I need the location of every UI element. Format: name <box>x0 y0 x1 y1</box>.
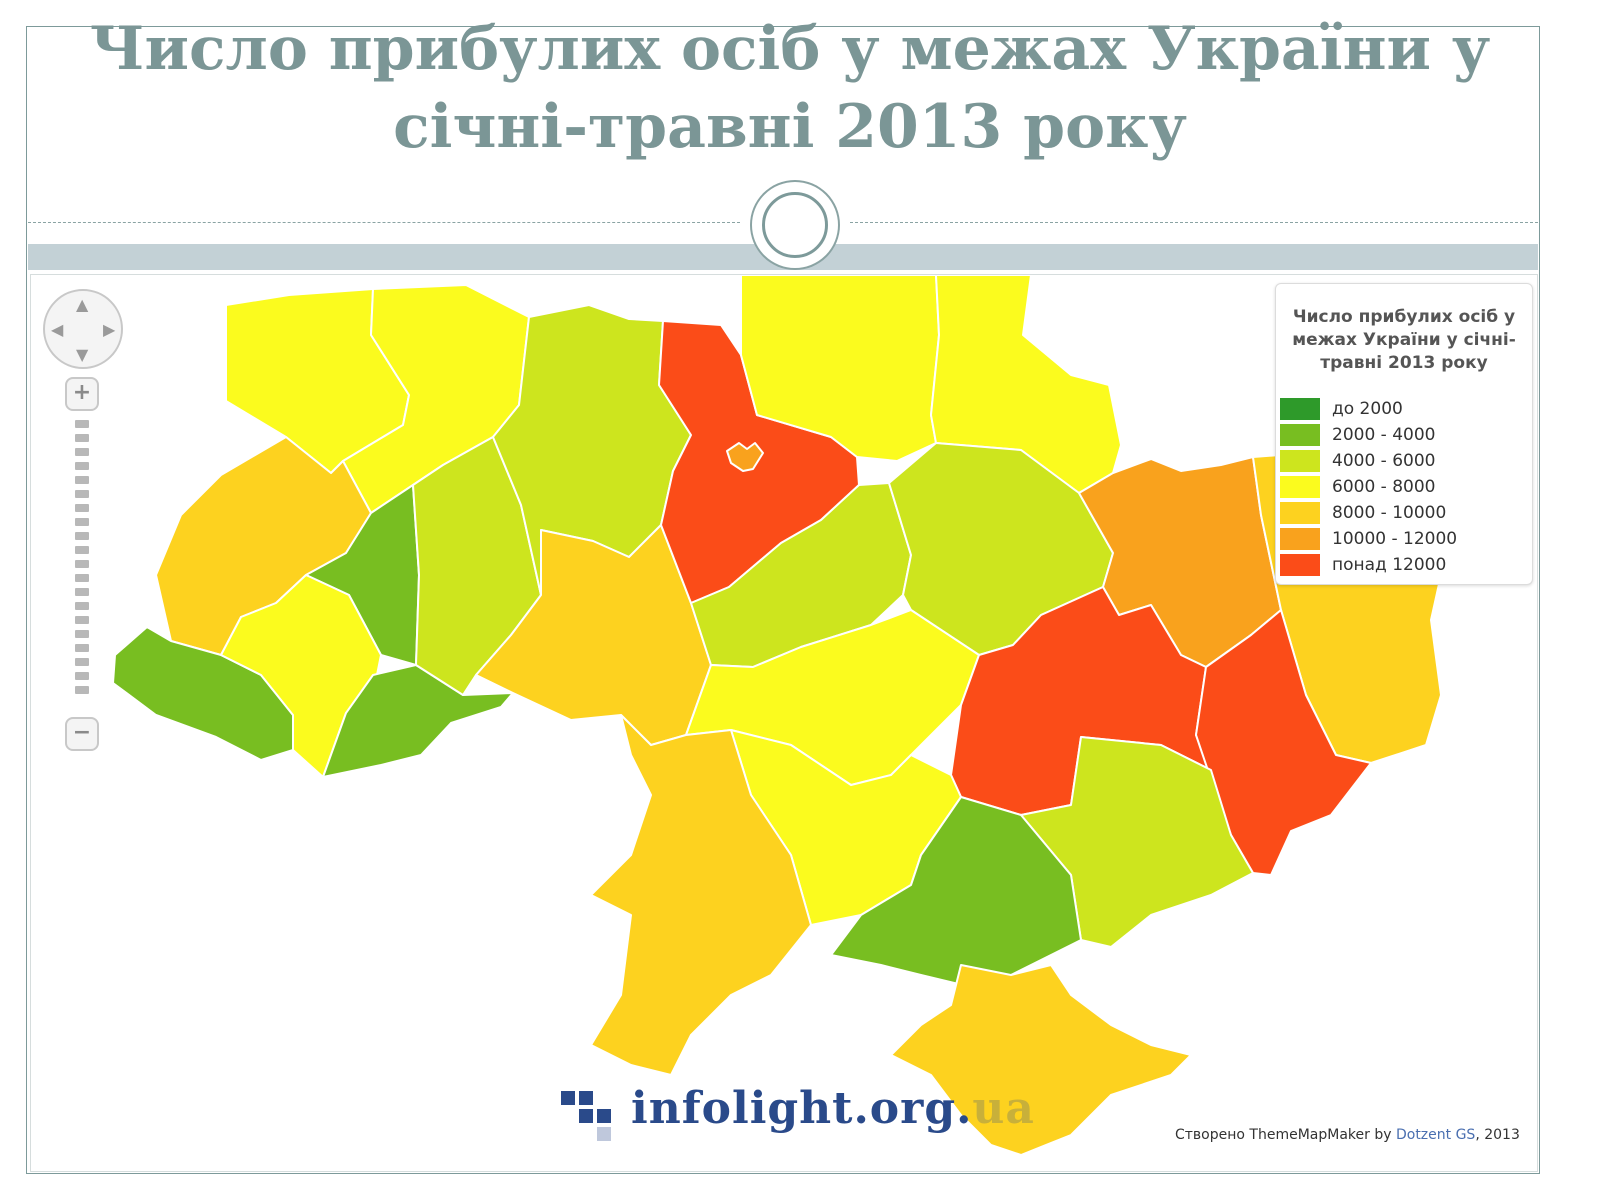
legend-swatch <box>1280 424 1320 446</box>
infolight-logo-text: infolight.org.ua <box>631 1083 1035 1134</box>
credit-author-link[interactable]: Dotzent GS <box>1395 1127 1476 1143</box>
slide-title-line1: Число прибулих осіб у межах України у <box>89 14 1491 84</box>
legend-swatch <box>1280 502 1320 524</box>
watermark-text: infolight.org. <box>631 1083 973 1134</box>
region-zakarpattia[interactable] <box>112 626 294 761</box>
legend-title: Число прибулих осіб у межах України у сі… <box>1284 306 1524 375</box>
legend-label: 8000 - 10000 <box>1332 503 1447 523</box>
divider-left <box>28 222 740 223</box>
slide-title-line2: січні-травні 2013 року <box>393 92 1187 162</box>
map-legend: Число прибулих осіб у межах України у сі… <box>1275 283 1533 585</box>
divider-right <box>850 222 1538 223</box>
chevron-right-icon[interactable]: ▶ <box>103 320 116 339</box>
watermark-faded-suffix: ua <box>972 1083 1035 1134</box>
ornament-circle <box>752 182 838 268</box>
slide-title: Число прибулих осіб у межах України у сі… <box>40 10 1540 166</box>
legend-label: 10000 - 12000 <box>1332 529 1458 549</box>
legend-swatch <box>1280 398 1320 420</box>
map-credit: Створено ThemeMapMaker by Dotzent GS, 20… <box>1175 1127 1520 1143</box>
legend-label: 6000 - 8000 <box>1332 477 1436 497</box>
zoom-slider[interactable] <box>75 420 89 720</box>
ornament-inner-circle <box>762 192 828 258</box>
legend-title-line1: Число прибулих осіб у <box>1292 307 1516 327</box>
legend-title-line3: травні 2013 року <box>1320 353 1488 373</box>
region-kyiv-city[interactable] <box>726 442 764 472</box>
legend-swatch <box>1280 476 1320 498</box>
legend-label: понад 12000 <box>1332 555 1447 575</box>
legend-label: 2000 - 4000 <box>1332 425 1436 445</box>
legend-label: до 2000 <box>1332 399 1403 419</box>
ukraine-choropleth-map[interactable] <box>31 275 1538 1172</box>
legend-swatch <box>1280 528 1320 550</box>
pan-control[interactable]: ▲ ▼ ◀ ▶ <box>43 289 123 369</box>
legend-label: 4000 - 6000 <box>1332 451 1436 471</box>
legend-swatch <box>1280 450 1320 472</box>
infolight-logo-icon <box>561 1091 621 1141</box>
map-panel[interactable]: ▲ ▼ ◀ ▶ + − Число прибулих осіб у межах … <box>30 274 1538 1172</box>
slide-frame <box>26 26 1540 1174</box>
chevron-up-icon[interactable]: ▲ <box>76 295 89 314</box>
region-crimea[interactable] <box>890 964 1192 1156</box>
credit-suffix: , 2013 <box>1475 1127 1520 1143</box>
region-odesa[interactable] <box>590 714 812 1076</box>
zoom-out-button[interactable]: − <box>65 717 99 751</box>
chevron-left-icon[interactable]: ◀ <box>51 320 64 339</box>
zoom-in-button[interactable]: + <box>65 377 99 411</box>
chevron-down-icon[interactable]: ▼ <box>76 345 89 364</box>
legend-swatch <box>1280 554 1320 576</box>
credit-prefix: Створено ThemeMapMaker by <box>1175 1127 1392 1143</box>
legend-title-line2: межах України у січні- <box>1292 330 1516 350</box>
